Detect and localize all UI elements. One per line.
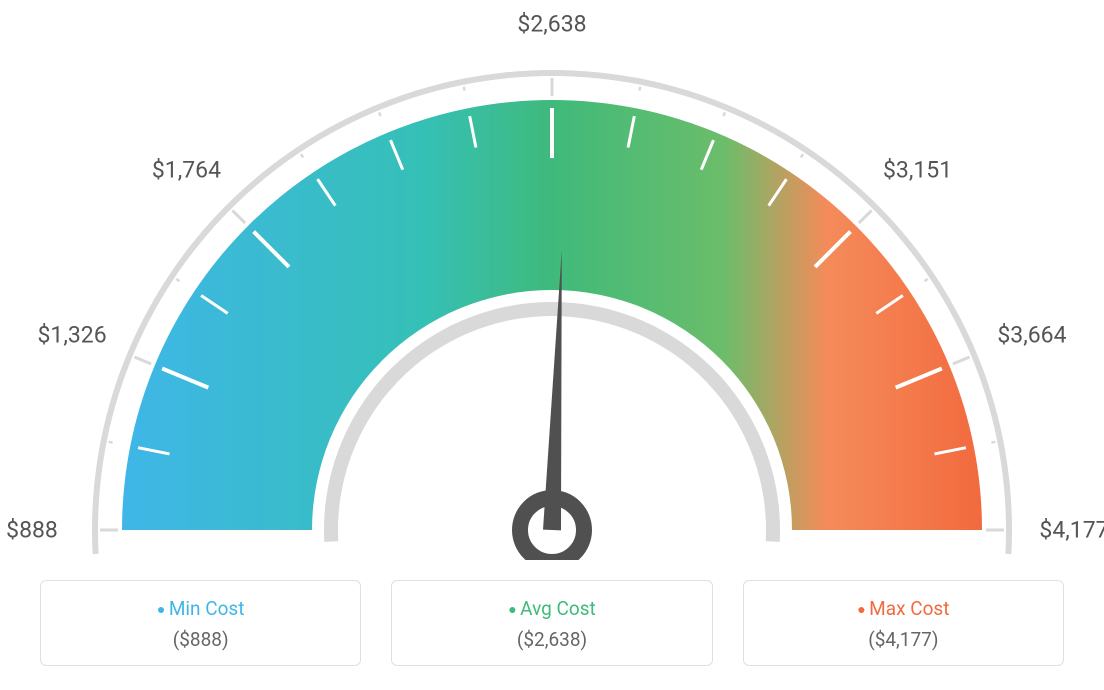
gauge-tick-label: $888 bbox=[6, 517, 58, 544]
legend-max-label: Max Cost bbox=[754, 597, 1053, 620]
gauge-tick-label: $4,177 bbox=[1039, 517, 1104, 544]
legend-row: Min Cost ($888) Avg Cost ($2,638) Max Co… bbox=[0, 580, 1104, 666]
cost-gauge-chart: $888 $1,326 $1,764 $2,638 $3,151 $3,664 $4,177… bbox=[0, 0, 1104, 690]
legend-min: Min Cost ($888) bbox=[40, 580, 361, 666]
legend-min-value: ($888) bbox=[51, 628, 350, 651]
gauge-tick-label: $1,764 bbox=[152, 157, 221, 184]
legend-avg: Avg Cost ($2,638) bbox=[391, 580, 712, 666]
legend-min-label: Min Cost bbox=[51, 597, 350, 620]
legend-max-value: ($4,177) bbox=[754, 628, 1053, 651]
gauge-tick-label: $3,151 bbox=[883, 157, 952, 184]
gauge-tick-label: $2,638 bbox=[517, 11, 586, 38]
legend-max: Max Cost ($4,177) bbox=[743, 580, 1064, 666]
legend-avg-label: Avg Cost bbox=[402, 597, 701, 620]
gauge-area: $888 $1,326 $1,764 $2,638 $3,151 $3,664 $4,177 bbox=[0, 0, 1104, 560]
gauge-tick-label: $1,326 bbox=[37, 321, 106, 348]
legend-avg-value: ($2,638) bbox=[402, 628, 701, 651]
gauge-tick-label: $3,664 bbox=[997, 321, 1066, 348]
gauge-svg bbox=[0, 0, 1104, 560]
